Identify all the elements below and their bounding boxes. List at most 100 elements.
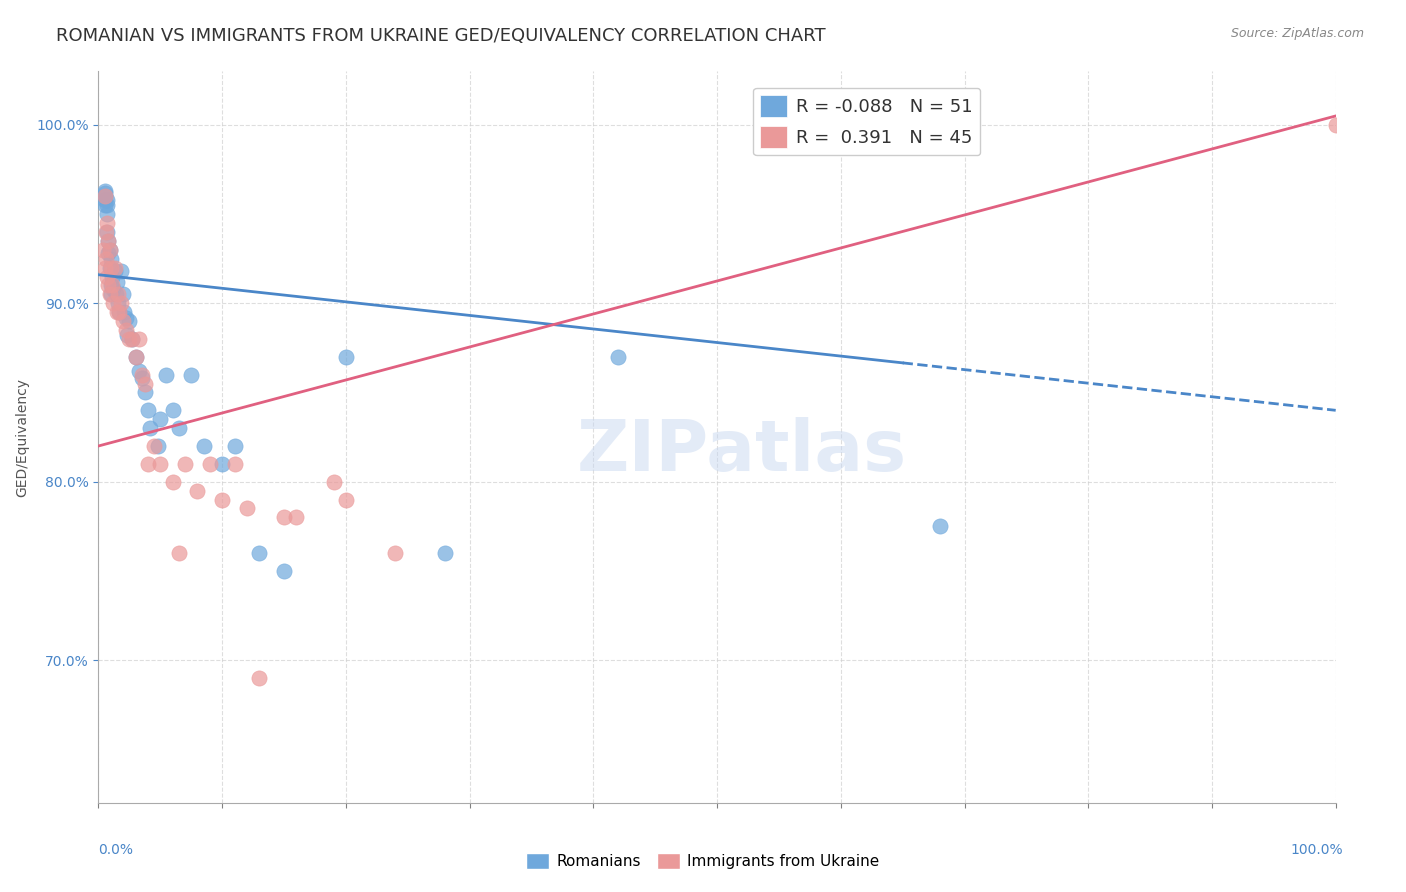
Point <box>162 475 184 489</box>
Point <box>211 457 233 471</box>
Point <box>98 243 121 257</box>
Text: 100.0%: 100.0% <box>1291 843 1343 857</box>
Point <box>103 264 125 278</box>
Point <box>96 216 118 230</box>
Point <box>322 475 344 489</box>
Point <box>112 314 135 328</box>
Point <box>167 546 190 560</box>
Point <box>247 671 270 685</box>
Point <box>131 371 153 385</box>
Point <box>139 421 162 435</box>
Point <box>155 368 177 382</box>
Point <box>115 328 138 343</box>
Point <box>93 260 115 275</box>
Text: Source: ZipAtlas.com: Source: ZipAtlas.com <box>1230 27 1364 40</box>
Point <box>101 278 124 293</box>
Point <box>118 332 141 346</box>
Point <box>224 457 246 471</box>
Point <box>121 332 143 346</box>
Point <box>335 492 357 507</box>
Point <box>105 305 128 319</box>
Point <box>101 269 124 284</box>
Point <box>108 305 131 319</box>
Point <box>107 296 129 310</box>
Y-axis label: GED/Equivalency: GED/Equivalency <box>15 377 30 497</box>
Point <box>97 246 120 260</box>
Text: ZIPatlas: ZIPatlas <box>576 417 907 486</box>
Point <box>180 368 202 382</box>
Text: 0.0%: 0.0% <box>98 843 134 857</box>
Point <box>607 350 630 364</box>
Point <box>93 186 115 200</box>
Point <box>236 501 259 516</box>
Point <box>134 376 156 391</box>
Point <box>112 305 135 319</box>
Point <box>928 519 950 533</box>
Point <box>186 483 208 498</box>
Point <box>93 198 115 212</box>
Point <box>273 564 295 578</box>
Point <box>193 439 215 453</box>
Point <box>433 546 456 560</box>
Point <box>124 350 146 364</box>
Legend: Romanians, Immigrants from Ukraine: Romanians, Immigrants from Ukraine <box>520 847 886 875</box>
Point <box>211 492 233 507</box>
Point <box>96 198 118 212</box>
Point <box>110 264 132 278</box>
Point <box>98 260 121 275</box>
Point <box>134 385 156 400</box>
Point <box>224 439 246 453</box>
Legend: R = -0.088   N = 51, R =  0.391   N = 45: R = -0.088 N = 51, R = 0.391 N = 45 <box>754 87 980 155</box>
Point <box>98 243 121 257</box>
Point <box>96 207 118 221</box>
Point <box>384 546 406 560</box>
Point <box>198 457 221 471</box>
Point <box>94 252 117 266</box>
Point <box>97 278 120 293</box>
Point <box>104 287 127 301</box>
Point <box>162 403 184 417</box>
Point <box>146 439 169 453</box>
Point <box>136 403 159 417</box>
Point <box>97 234 120 248</box>
Point <box>93 243 115 257</box>
Point <box>108 305 131 319</box>
Point <box>121 332 143 346</box>
Point <box>149 412 172 426</box>
Point <box>335 350 357 364</box>
Point <box>114 323 136 337</box>
Point <box>285 510 308 524</box>
Point <box>100 278 122 293</box>
Point <box>107 287 129 301</box>
Point <box>128 332 150 346</box>
Point <box>118 314 141 328</box>
Point <box>96 225 118 239</box>
Point <box>1324 118 1347 132</box>
Point <box>128 364 150 378</box>
Point <box>136 457 159 471</box>
Point <box>103 260 125 275</box>
Point <box>100 287 122 301</box>
Point <box>93 193 115 207</box>
Point <box>273 510 295 524</box>
Point <box>114 310 136 325</box>
Point <box>94 225 117 239</box>
Point <box>96 193 118 207</box>
Point <box>105 275 128 289</box>
Point <box>93 184 115 198</box>
Point <box>98 287 121 301</box>
Point <box>96 269 118 284</box>
Point <box>100 252 122 266</box>
Point <box>112 287 135 301</box>
Point <box>247 546 270 560</box>
Point <box>143 439 166 453</box>
Text: ROMANIAN VS IMMIGRANTS FROM UKRAINE GED/EQUIVALENCY CORRELATION CHART: ROMANIAN VS IMMIGRANTS FROM UKRAINE GED/… <box>56 27 825 45</box>
Point <box>103 282 125 296</box>
Point <box>100 260 122 275</box>
Point <box>124 350 146 364</box>
Point <box>167 421 190 435</box>
Point <box>149 457 172 471</box>
Point <box>131 368 153 382</box>
Point <box>93 189 115 203</box>
Point <box>93 189 115 203</box>
